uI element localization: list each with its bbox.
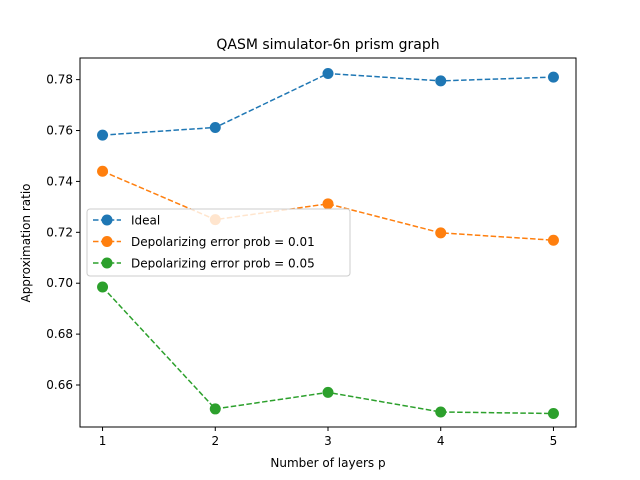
legend: Ideal Depolarizing error prob = 0.01 Depol… bbox=[86, 208, 351, 277]
plot-frame bbox=[79, 57, 577, 428]
data-point bbox=[322, 68, 334, 80]
series-line-0 bbox=[102, 72, 554, 136]
legend-marker bbox=[101, 236, 113, 247]
x-tick-label: 3 bbox=[324, 434, 332, 448]
y-tick-label: 0.76 bbox=[46, 124, 73, 138]
legend-label: Depolarizing error prob = 0.01 bbox=[131, 235, 315, 249]
y-tick-label: 0.70 bbox=[46, 276, 73, 290]
y-axis-ticks: 0.66 0.68 0.70 0.72 0.74 0.76 0.78 bbox=[46, 73, 80, 392]
data-point bbox=[547, 234, 559, 246]
x-axis-label: Number of layers p bbox=[270, 456, 385, 470]
y-tick-label: 0.74 bbox=[46, 174, 73, 188]
data-point bbox=[435, 406, 447, 418]
data-point bbox=[547, 408, 559, 420]
y-tick-label: 0.72 bbox=[46, 225, 73, 239]
legend-marker bbox=[101, 257, 113, 269]
legend-marker bbox=[101, 214, 113, 226]
y-axis-label: Approximation ratio bbox=[19, 183, 33, 302]
data-point bbox=[322, 198, 334, 210]
data-point bbox=[97, 129, 109, 141]
y-tick-label: 0.66 bbox=[46, 378, 73, 392]
legend-label: Ideal bbox=[131, 214, 160, 228]
data-point bbox=[97, 165, 109, 177]
data-point bbox=[547, 71, 559, 83]
legend-label: Depolarizing error prob = 0.05 bbox=[131, 257, 315, 271]
data-point bbox=[209, 121, 221, 133]
x-tick-label: 2 bbox=[211, 434, 219, 448]
data-point bbox=[435, 227, 447, 239]
data-point bbox=[97, 281, 109, 293]
x-tick-label: 1 bbox=[99, 434, 107, 448]
x-tick-label: 5 bbox=[550, 434, 558, 448]
chart-title: QASM simulator-6n prism graph bbox=[216, 37, 439, 53]
y-tick-label: 0.68 bbox=[46, 327, 73, 341]
legend-box bbox=[86, 208, 351, 277]
data-point bbox=[322, 386, 334, 398]
data-point bbox=[435, 75, 447, 87]
y-tick-label: 0.78 bbox=[46, 73, 73, 87]
series-line-1 bbox=[102, 170, 554, 241]
x-axis-ticks: 1 2 3 4 5 bbox=[99, 427, 558, 448]
x-tick-label: 4 bbox=[437, 434, 445, 448]
data-point bbox=[209, 403, 221, 415]
